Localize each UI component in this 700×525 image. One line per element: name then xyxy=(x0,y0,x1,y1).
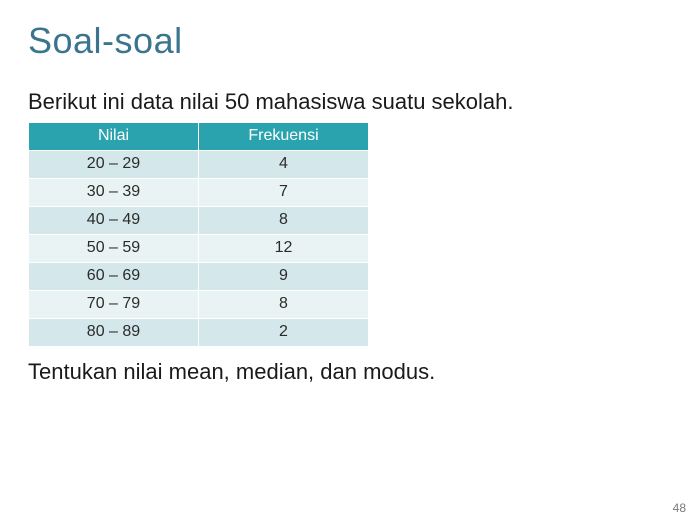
table-header-row: Nilai Frekuensi xyxy=(29,122,369,150)
data-table-wrap: Nilai Frekuensi 20 – 294 30 – 397 40 – 4… xyxy=(28,122,672,347)
cell: 50 – 59 xyxy=(29,234,199,262)
table-row: 30 – 397 xyxy=(29,178,369,206)
data-table: Nilai Frekuensi 20 – 294 30 – 397 40 – 4… xyxy=(28,122,369,347)
cell: 7 xyxy=(199,178,369,206)
cell: 8 xyxy=(199,290,369,318)
table-body: 20 – 294 30 – 397 40 – 498 50 – 5912 60 … xyxy=(29,150,369,346)
col-header-nilai: Nilai xyxy=(29,122,199,150)
question-text: Tentukan nilai mean, median, dan modus. xyxy=(28,359,672,385)
cell: 40 – 49 xyxy=(29,206,199,234)
cell: 12 xyxy=(199,234,369,262)
cell: 80 – 89 xyxy=(29,318,199,346)
cell: 20 – 29 xyxy=(29,150,199,178)
cell: 2 xyxy=(199,318,369,346)
slide: Soal-soal Berikut ini data nilai 50 maha… xyxy=(0,0,700,525)
table-row: 20 – 294 xyxy=(29,150,369,178)
cell: 30 – 39 xyxy=(29,178,199,206)
table-row: 70 – 798 xyxy=(29,290,369,318)
table-row: 80 – 892 xyxy=(29,318,369,346)
col-header-frekuensi: Frekuensi xyxy=(199,122,369,150)
page-title: Soal-soal xyxy=(28,20,672,62)
table-row: 50 – 5912 xyxy=(29,234,369,262)
cell: 8 xyxy=(199,206,369,234)
cell: 4 xyxy=(199,150,369,178)
cell: 70 – 79 xyxy=(29,290,199,318)
table-row: 60 – 699 xyxy=(29,262,369,290)
cell: 60 – 69 xyxy=(29,262,199,290)
intro-text: Berikut ini data nilai 50 mahasiswa suat… xyxy=(28,88,672,116)
cell: 9 xyxy=(199,262,369,290)
page-number: 48 xyxy=(673,501,686,515)
table-row: 40 – 498 xyxy=(29,206,369,234)
